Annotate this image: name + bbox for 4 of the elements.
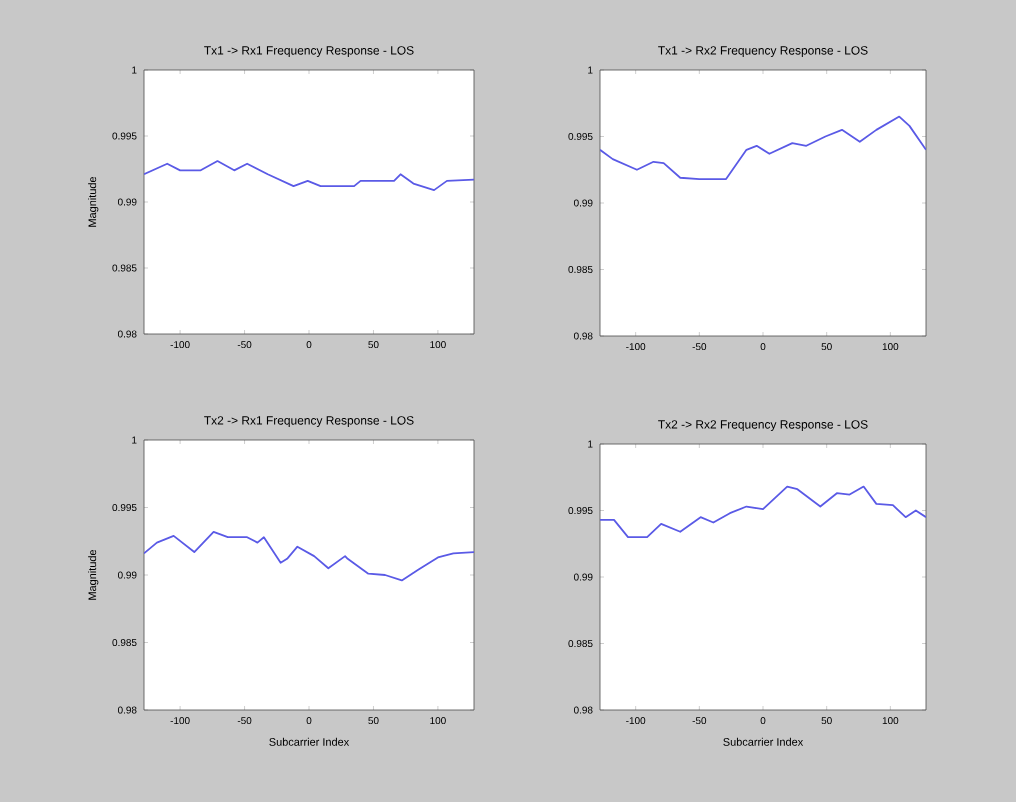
line-series	[144, 160, 474, 192]
line-series	[144, 530, 474, 582]
line-series	[600, 115, 927, 180]
line-series	[600, 485, 927, 539]
